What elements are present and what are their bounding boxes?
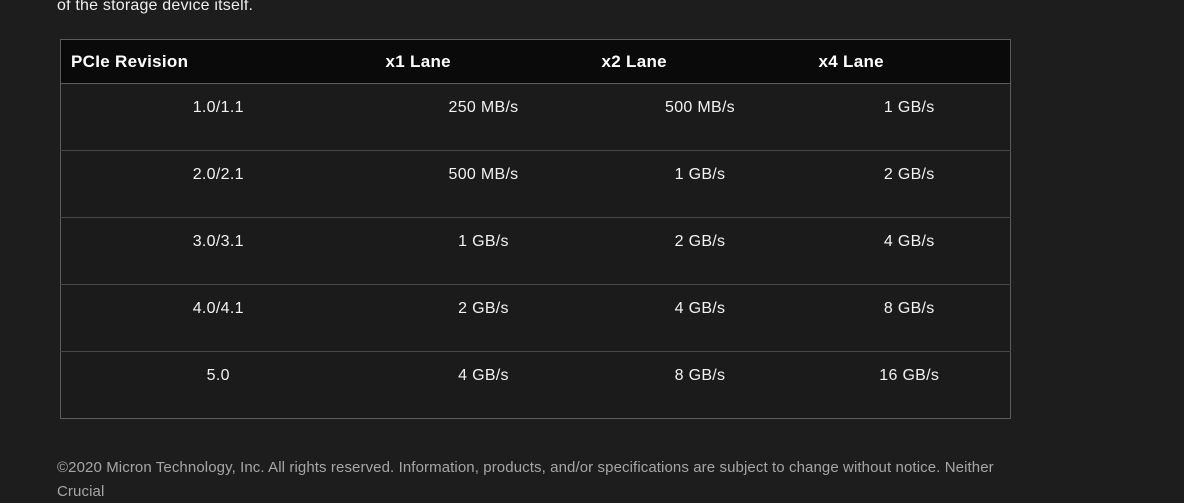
table-cell: 4 GB/s bbox=[808, 217, 1011, 285]
intro-text: of the storage device itself. bbox=[57, 0, 254, 14]
table-row-pcie-3: 3.0/3.1 1 GB/s 2 GB/s 4 GB/s bbox=[60, 217, 1011, 285]
table-cell: 500 MB/s bbox=[665, 99, 735, 116]
table-cell: 16 GB/s bbox=[808, 351, 1011, 419]
table-row-pcie-5: 5.0 4 GB/s 8 GB/s 16 GB/s bbox=[60, 351, 1011, 419]
column-header-x2-lane: x2 Lane bbox=[591, 39, 809, 84]
table-cell: 2 GB/s bbox=[591, 217, 809, 285]
table-cell: 5.0 bbox=[60, 351, 376, 419]
table-cell: 8 GB/s bbox=[591, 351, 809, 419]
table-cell: 2.0/2.1 bbox=[60, 150, 376, 218]
column-header-x1-lane: x1 Lane bbox=[375, 39, 592, 84]
table-cell: 3.0/3.1 bbox=[60, 217, 376, 285]
table-cell: 1 GB/s bbox=[883, 99, 935, 116]
footer-legal-text: ©2020 Micron Technology, Inc. All rights… bbox=[57, 456, 1017, 503]
footer-legal-line-1: ©2020 Micron Technology, Inc. All rights… bbox=[57, 459, 994, 500]
table-row-pcie-4: 4.0/4.1 2 GB/s 4 GB/s 8 GB/s bbox=[60, 284, 1011, 352]
table-cell: 1 GB/s bbox=[591, 150, 809, 218]
table-header-row: PCIe Revision x1 Lane x2 Lane x4 Lane bbox=[60, 39, 1011, 84]
table-cell: 500 MB/s bbox=[375, 150, 592, 218]
column-header-pcie-revision: PCIe Revision bbox=[60, 39, 376, 84]
table-cell: 2 GB/s bbox=[808, 150, 1011, 218]
table-cell: 4.0/4.1 bbox=[60, 284, 376, 352]
table-cell: 250 MB/s bbox=[448, 99, 519, 116]
pcie-speed-table: PCIe Revision x1 Lane x2 Lane x4 Lane 1.… bbox=[60, 39, 1011, 419]
table-cell: 4 GB/s bbox=[591, 284, 809, 352]
table-cell: 4 GB/s bbox=[375, 351, 592, 419]
table-cell: 2 GB/s bbox=[375, 284, 592, 352]
table-cell: 1.0/1.1 bbox=[192, 99, 244, 116]
column-header-x4-lane: x4 Lane bbox=[808, 39, 1011, 84]
table-cell: 8 GB/s bbox=[808, 284, 1011, 352]
table-cell: 1 GB/s bbox=[375, 217, 592, 285]
table-row-pcie-2: 2.0/2.1 500 MB/s 1 GB/s 2 GB/s bbox=[60, 150, 1011, 218]
table-row-pcie-1: 1.0/1.1 250 MB/s 500 MB/s 1 GB/s bbox=[61, 84, 1011, 151]
